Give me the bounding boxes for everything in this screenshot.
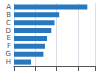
svg-text:B: B: [6, 11, 11, 19]
svg-text:A: A: [6, 3, 11, 11]
svg-text:F: F: [7, 42, 11, 50]
svg-text:G: G: [6, 50, 11, 58]
svg-text:H: H: [6, 58, 11, 66]
svg-text:E: E: [7, 34, 11, 42]
svg-text:D: D: [6, 27, 11, 35]
svg-text:C: C: [6, 19, 11, 27]
